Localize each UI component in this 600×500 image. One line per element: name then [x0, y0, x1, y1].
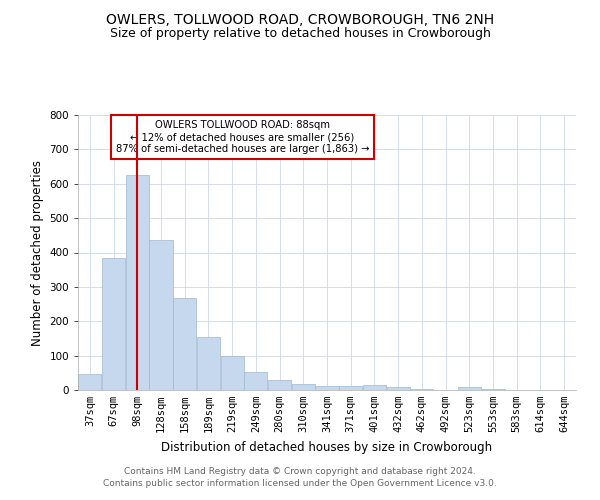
Bar [410, 389, 433, 390]
Bar [221, 356, 244, 390]
Bar [197, 336, 220, 390]
Bar [244, 372, 268, 390]
Bar [458, 387, 481, 390]
X-axis label: Distribution of detached houses by size in Crowborough: Distribution of detached houses by size … [161, 440, 493, 454]
Bar [339, 386, 362, 390]
Bar [292, 384, 315, 390]
Bar [363, 385, 386, 390]
Text: Contains HM Land Registry data © Crown copyright and database right 2024.
Contai: Contains HM Land Registry data © Crown c… [103, 466, 497, 487]
Bar [173, 298, 196, 390]
Bar [268, 380, 291, 390]
Bar [102, 258, 125, 390]
Text: Size of property relative to detached houses in Crowborough: Size of property relative to detached ho… [110, 28, 490, 40]
Bar [481, 389, 505, 390]
Bar [386, 387, 410, 390]
Bar [149, 240, 173, 390]
Bar [126, 175, 149, 390]
Text: OWLERS TOLLWOOD ROAD: 88sqm
← 12% of detached houses are smaller (256)
87% of se: OWLERS TOLLWOOD ROAD: 88sqm ← 12% of det… [116, 120, 369, 154]
Bar [316, 386, 338, 390]
Text: OWLERS, TOLLWOOD ROAD, CROWBOROUGH, TN6 2NH: OWLERS, TOLLWOOD ROAD, CROWBOROUGH, TN6 … [106, 12, 494, 26]
Bar [79, 374, 101, 390]
Y-axis label: Number of detached properties: Number of detached properties [31, 160, 44, 346]
